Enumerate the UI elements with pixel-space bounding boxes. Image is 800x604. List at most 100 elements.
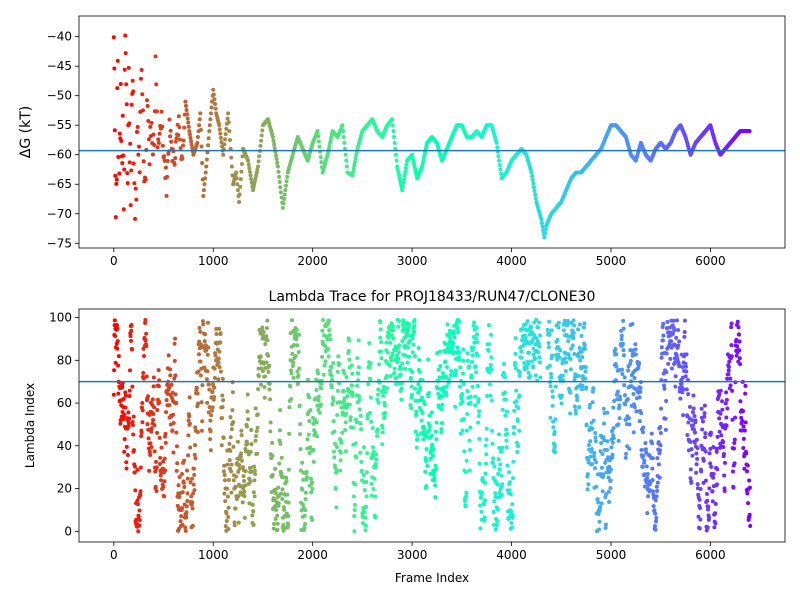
lambda-point <box>362 510 367 515</box>
delta-g-point <box>393 146 398 151</box>
lambda-point <box>280 496 285 501</box>
lambda-point <box>729 325 734 330</box>
lambda-point <box>325 346 330 351</box>
delta-g-point <box>539 221 544 226</box>
lambda-point <box>231 478 236 483</box>
lambda-point <box>137 508 142 513</box>
lambda-point <box>583 369 588 374</box>
lambda-point <box>557 355 562 360</box>
lambda-point <box>603 522 608 527</box>
lambda-point <box>722 460 727 465</box>
lambda-point <box>407 339 412 344</box>
lambda-point <box>210 405 215 410</box>
lambda-point <box>643 441 648 446</box>
lambda-point <box>272 521 277 526</box>
lambda-point <box>223 524 228 529</box>
lambda-point <box>741 409 746 414</box>
lambda-point <box>443 374 448 379</box>
lambda-point <box>111 392 116 397</box>
lambda-point <box>531 346 536 351</box>
delta-g-point <box>256 159 261 164</box>
lambda-point <box>268 397 273 402</box>
delta-g-point <box>282 197 287 202</box>
lambda-point <box>747 485 752 490</box>
lambda-point <box>278 441 283 446</box>
lambda-point <box>517 370 522 375</box>
lambda-point <box>403 353 408 358</box>
lambda-point <box>411 342 416 347</box>
lambda-point <box>130 422 135 427</box>
lambda-point <box>590 462 595 467</box>
delta-g-point <box>149 120 154 125</box>
lambda-point <box>636 365 641 370</box>
delta-g-point <box>148 124 153 129</box>
lambda-point <box>662 386 667 391</box>
lambda-point <box>208 429 213 434</box>
lambda-point <box>469 359 474 364</box>
lambda-point <box>728 383 733 388</box>
lambda-point <box>407 333 412 338</box>
delta-g-point <box>146 118 151 123</box>
lambda-point <box>433 463 438 468</box>
lambda-point <box>194 386 199 391</box>
lambda-point <box>717 392 722 397</box>
lambda-point <box>155 408 160 413</box>
lambda-point <box>633 342 638 347</box>
lambda-point <box>331 449 336 454</box>
lambda-point <box>657 475 662 480</box>
lambda-point <box>298 432 303 437</box>
lambda-point <box>185 476 190 481</box>
lambda-point <box>428 456 433 461</box>
delta-g-point <box>205 150 210 155</box>
lambda-point <box>591 386 596 391</box>
lambda-point <box>252 478 257 483</box>
lambda-point <box>261 330 266 335</box>
lambda-point <box>136 515 141 520</box>
lambda-point <box>738 399 743 404</box>
lambda-point <box>562 318 567 323</box>
lambda-point <box>471 323 476 328</box>
lambda-point <box>579 349 584 354</box>
delta-g-point <box>116 155 121 160</box>
lambda-point <box>361 445 366 450</box>
lambda-point <box>556 320 561 325</box>
lambda-point <box>222 473 227 478</box>
lambda-point <box>352 508 357 513</box>
lambda-point <box>497 445 502 450</box>
lambda-point <box>463 499 468 504</box>
lambda-point <box>503 397 508 402</box>
delta-g-point <box>259 138 264 143</box>
lambda-point <box>439 430 444 435</box>
lambda-point <box>715 434 720 439</box>
lambda-point <box>385 350 390 355</box>
lambda-point <box>464 428 469 433</box>
lambda-point <box>351 494 356 499</box>
delta-g-point <box>203 170 208 175</box>
delta-g-point <box>229 164 234 169</box>
delta-g-point <box>222 142 227 147</box>
lambda-point <box>414 445 419 450</box>
lambda-point <box>524 366 529 371</box>
lambda-point <box>644 464 649 469</box>
lambda-point <box>605 410 610 415</box>
lambda-point <box>627 422 632 427</box>
lambda-point <box>428 471 433 476</box>
lambda-point <box>420 410 425 415</box>
lambda-point <box>413 429 418 434</box>
delta-g-point <box>495 145 500 150</box>
lambda-point <box>201 322 206 327</box>
lambda-point <box>596 527 601 532</box>
lambda-point <box>741 436 746 441</box>
lambda-point <box>278 408 283 413</box>
lambda-point <box>448 373 453 378</box>
lambda-point <box>233 485 238 490</box>
lambda-point <box>113 360 118 365</box>
lambda-point <box>326 318 331 323</box>
lambda-point <box>459 396 464 401</box>
lambda-point <box>148 441 153 446</box>
lambda-point <box>699 469 704 474</box>
lambda-point <box>251 523 256 528</box>
lambda-point <box>170 428 175 433</box>
delta-g-point <box>351 170 356 175</box>
delta-g-point <box>200 160 205 165</box>
